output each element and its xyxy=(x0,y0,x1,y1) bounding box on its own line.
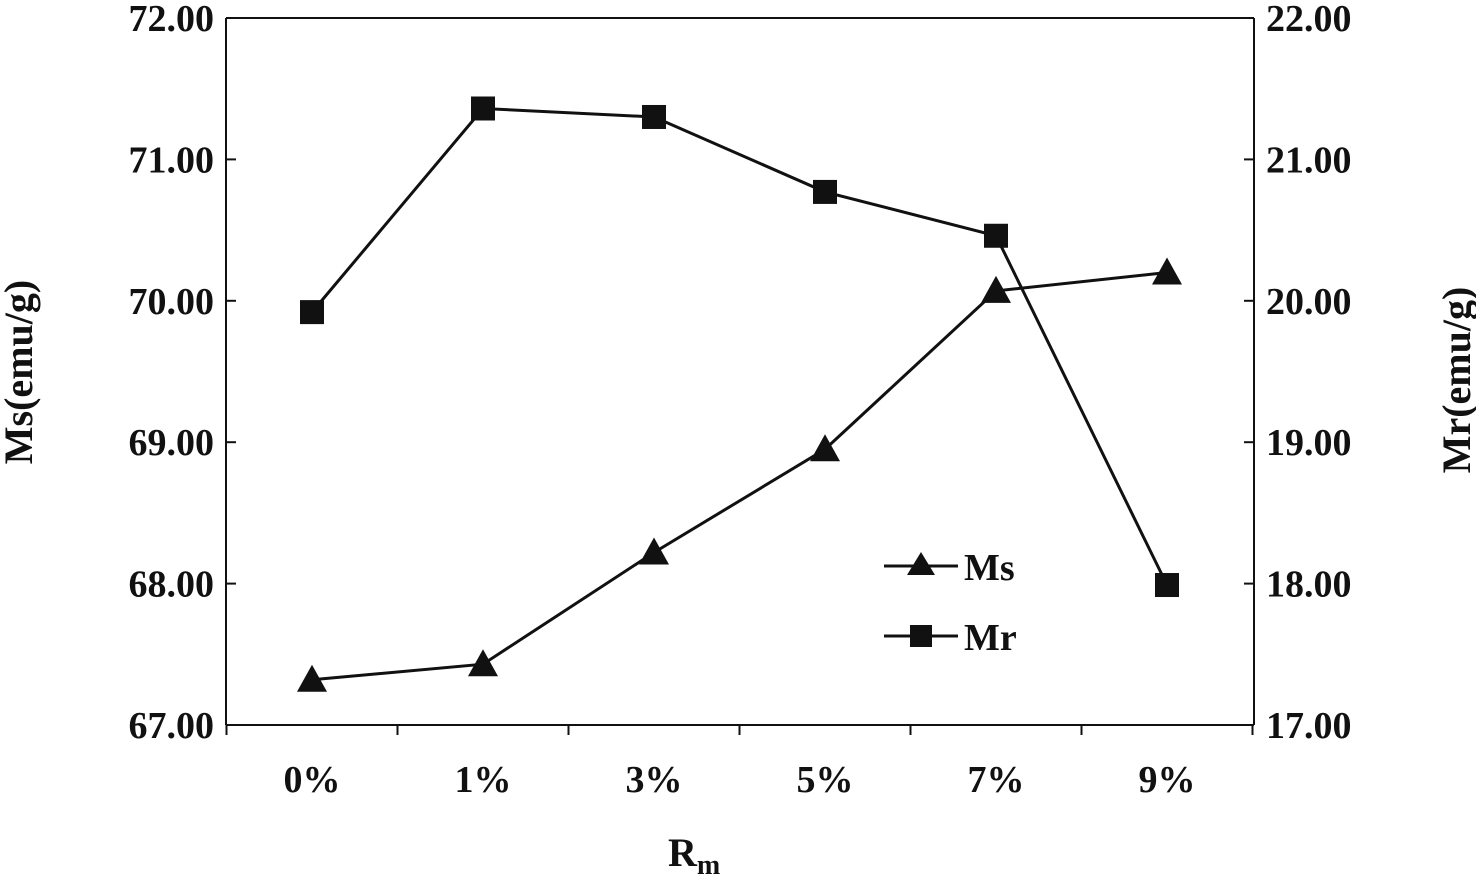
x-axis-title-main: R xyxy=(668,830,698,875)
x-tick-label: 1% xyxy=(455,759,512,801)
data-point-ms xyxy=(1152,257,1182,285)
data-point-ms xyxy=(810,434,840,462)
y-axis-title-right: Mr(emu/g) xyxy=(1434,287,1476,474)
data-point-ms xyxy=(297,664,327,692)
legend-ms-label: Ms xyxy=(964,547,1015,589)
left-y-tick-label: 67.00 xyxy=(129,705,215,747)
x-tick-label: 5% xyxy=(797,759,854,801)
right-y-tick-label: 21.00 xyxy=(1266,139,1352,181)
x-tick-label: 0% xyxy=(284,759,341,801)
left-y-tick-label: 71.00 xyxy=(129,139,215,181)
data-point-mr xyxy=(471,96,495,121)
x-axis-title: Rm xyxy=(668,830,720,880)
legend: Ms Mr xyxy=(884,547,1017,659)
right-y-tick-label: 20.00 xyxy=(1266,281,1352,323)
left-y-tick-label: 70.00 xyxy=(129,281,215,323)
data-point-mr xyxy=(1155,573,1179,598)
series-line-mr xyxy=(310,106,1169,586)
x-ticks: 0% 1% 3% 5% 7% 9% xyxy=(225,725,1254,801)
left-y-tick-label: 68.00 xyxy=(129,564,215,606)
data-point-mr xyxy=(300,300,324,325)
right-y-tick-label: 19.00 xyxy=(1266,422,1352,464)
series-layer xyxy=(297,96,1182,692)
legend-mr-marker xyxy=(910,625,932,647)
x-tick-label: 9% xyxy=(1139,759,1196,801)
series-line-ms xyxy=(311,271,1168,682)
legend-ms-marker xyxy=(907,552,935,575)
data-point-ms xyxy=(468,649,498,677)
left-y-tick-label: 72.00 xyxy=(129,0,215,40)
left-y-ticks: 67.00 68.00 69.00 70.00 71.00 72.00 xyxy=(129,0,236,747)
right-y-tick-label: 17.00 xyxy=(1266,705,1352,747)
x-tick-label: 7% xyxy=(968,759,1025,801)
right-y-tick-label: 22.00 xyxy=(1266,0,1352,40)
data-point-mr xyxy=(813,179,837,204)
x-tick-label: 3% xyxy=(626,759,683,801)
data-point-ms xyxy=(981,275,1011,303)
right-y-tick-label: 18.00 xyxy=(1266,564,1352,606)
legend-mr-label: Mr xyxy=(964,617,1017,659)
left-y-tick-label: 69.00 xyxy=(129,422,215,464)
y-axis-title-left: Ms(emu/g) xyxy=(0,280,41,464)
data-point-mr xyxy=(642,104,666,129)
data-point-mr xyxy=(984,223,1008,248)
right-y-ticks: 17.00 18.00 19.00 20.00 21.00 22.00 xyxy=(1244,0,1352,747)
x-axis-title-subscript: m xyxy=(697,850,720,880)
data-point-ms xyxy=(639,537,669,565)
